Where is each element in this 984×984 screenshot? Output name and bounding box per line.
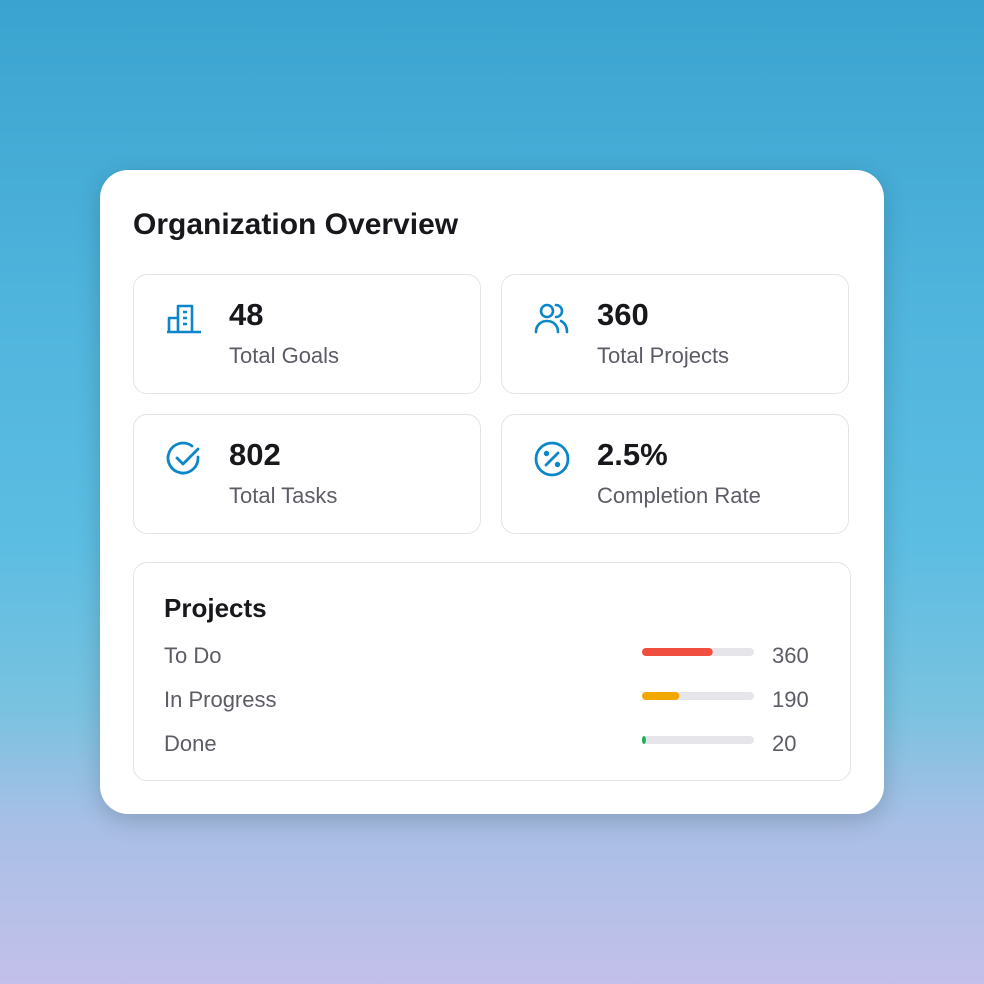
progress-bar <box>642 648 754 656</box>
status-label: Done <box>164 731 217 756</box>
progress-bar <box>642 692 754 700</box>
stat-value: 360 <box>597 297 649 332</box>
building-icon <box>167 304 201 334</box>
stat-card: 48 Total Goals <box>133 274 481 394</box>
percent-icon <box>534 441 570 477</box>
status-row: In Progress 190 <box>164 683 818 713</box>
overview-card: Organization Overview 48 Total Goals 360… <box>100 170 884 814</box>
stat-label: Total Projects <box>597 343 730 368</box>
status-value: 190 <box>772 687 809 712</box>
status-value: 20 <box>772 731 797 756</box>
bar-fill <box>642 736 646 744</box>
stat-label: Total Tasks <box>229 483 338 508</box>
stat-value: 802 <box>229 437 281 472</box>
status-row: To Do 360 <box>164 639 818 669</box>
status-label: To Do <box>164 643 222 668</box>
panel-title: Projects <box>164 593 267 623</box>
projects-panel: Projects To Do 360 In Progress 190 Done 20 <box>133 562 851 781</box>
stat-card: 2.5% Completion Rate <box>501 414 849 534</box>
progress-bar <box>642 736 754 744</box>
stat-label: Completion Rate <box>597 483 761 508</box>
status-value: 360 <box>772 643 809 668</box>
stat-value: 2.5% <box>597 437 668 472</box>
status-row: Done 20 <box>164 727 818 757</box>
bar-fill <box>642 648 713 656</box>
card-title: Organization Overview <box>133 208 459 241</box>
bar-fill <box>642 692 680 700</box>
stat-label: Total Goals <box>229 343 340 368</box>
stat-card: 360 Total Projects <box>501 274 849 394</box>
stat-card: 802 Total Tasks <box>133 414 481 534</box>
bar-track <box>642 736 754 744</box>
stat-value: 48 <box>229 297 264 332</box>
check-icon <box>166 441 200 475</box>
users-icon <box>534 303 569 334</box>
status-label: In Progress <box>164 687 277 712</box>
